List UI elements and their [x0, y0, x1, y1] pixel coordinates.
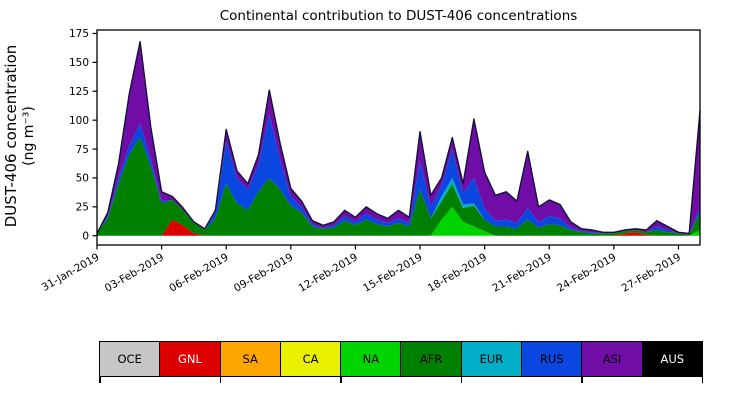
- legend-item-eur: EUR: [461, 342, 523, 376]
- legend-item-rus: RUS: [522, 342, 583, 376]
- legend-item-na: NA: [341, 342, 402, 376]
- legend-axis-tick: [581, 377, 583, 383]
- x-tick-label: 06-Feb-2019: [167, 251, 230, 295]
- x-tick-label: 21-Feb-2019: [490, 251, 553, 295]
- area-series-asi: [97, 41, 700, 235]
- legend-item-sa: SA: [220, 342, 281, 376]
- x-tick-label: 15-Feb-2019: [361, 251, 424, 295]
- legend-axis-tick: [460, 377, 462, 383]
- legend-item-afr: AFR: [401, 342, 462, 376]
- x-tick-label: 09-Feb-2019: [232, 251, 295, 295]
- y-tick-label: 100: [69, 115, 89, 127]
- legend-axis-tick: [701, 377, 703, 383]
- legend-axis: [99, 377, 703, 384]
- area-series-rus: [97, 114, 700, 235]
- x-tick-label: 03-Feb-2019: [103, 251, 166, 295]
- area-series-gnl: [97, 219, 700, 236]
- y-tick-label: 25: [76, 202, 89, 214]
- y-tick-label: 75: [76, 144, 89, 156]
- chart-title: Continental contribution to DUST-406 con…: [219, 8, 578, 24]
- plot-svg: 0 25 50 75 100 125 150 175 31-Jan-2019 03-Feb-201…: [40, 28, 701, 295]
- legend-item-gnl: GNL: [160, 342, 221, 376]
- legend: OCE GNL SA CA NA AFR EUR RUS ASI AUS: [99, 341, 703, 377]
- plot-frame: [96, 29, 701, 246]
- x-tick-label: 27-Feb-2019: [620, 251, 683, 295]
- legend-item-ca: CA: [280, 342, 342, 376]
- x-tick-label: 12-Feb-2019: [297, 251, 360, 295]
- x-tick-label: 18-Feb-2019: [426, 251, 489, 295]
- area-series-afr: [97, 137, 700, 236]
- legend-axis-tick: [99, 377, 101, 383]
- y-tick-label: 0: [82, 230, 89, 242]
- x-tick-label: 24-Feb-2019: [555, 251, 618, 295]
- y-tick-label: 150: [69, 57, 89, 69]
- legend-item-asi: ASI: [582, 342, 643, 376]
- total-outline: [96, 40, 701, 235]
- legend-item-aus: AUS: [642, 342, 702, 376]
- x-tick-label: 31-Jan-2019: [40, 251, 102, 294]
- legend-item-oce: OCE: [100, 342, 161, 376]
- legend-axis-tick: [219, 377, 221, 383]
- y-tick-label: 125: [69, 86, 89, 98]
- y-tick-label: 175: [69, 28, 89, 40]
- legend-axis-tick: [340, 377, 342, 383]
- y-tick-label: 50: [76, 173, 89, 185]
